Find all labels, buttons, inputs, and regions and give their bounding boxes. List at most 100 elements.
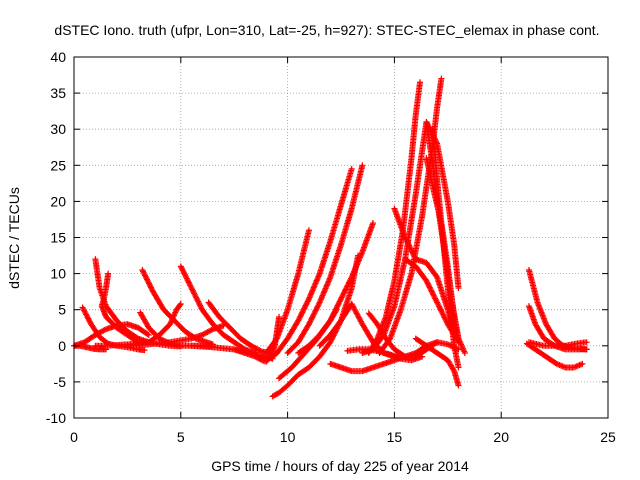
data-point: [411, 253, 418, 260]
data-point: [329, 313, 336, 320]
data-point: [343, 285, 350, 292]
data-point: [297, 312, 304, 319]
data-point: [307, 318, 314, 325]
data-point: [428, 287, 435, 294]
data-point: [328, 314, 335, 321]
y-tick-label: 0: [58, 338, 66, 354]
data-point: [424, 279, 431, 286]
data-point: [197, 302, 204, 309]
data-point: [409, 249, 416, 256]
data-point: [583, 339, 590, 346]
data-point: [429, 290, 436, 297]
data-point: [145, 331, 152, 338]
data-point: [436, 303, 443, 310]
data-point: [433, 273, 440, 280]
data-point: [313, 306, 320, 313]
data-point: [333, 305, 340, 312]
data-point: [346, 279, 353, 286]
data-point: [188, 285, 195, 292]
data-series: [525, 303, 590, 353]
chart-title: dSTEC Iono. truth (ufpr, Lon=310, Lat=-2…: [54, 22, 599, 38]
data-point: [335, 299, 342, 306]
data-point: [336, 298, 343, 305]
data-point: [308, 315, 315, 322]
data-point: [306, 319, 313, 326]
data-point: [142, 273, 149, 280]
data-point: [314, 303, 321, 310]
data-point: [331, 309, 338, 316]
data-point: [428, 288, 435, 295]
data-point: [144, 331, 151, 338]
data-point: [298, 310, 305, 317]
data-point: [340, 291, 347, 298]
data-point: [435, 302, 442, 309]
data-point: [183, 275, 190, 282]
data-point: [344, 283, 351, 290]
data-point: [405, 241, 412, 248]
data-point: [184, 276, 191, 283]
data-point: [307, 317, 314, 324]
data-point: [257, 356, 264, 363]
data-point: [190, 289, 197, 296]
data-point: [295, 316, 302, 323]
data-point: [183, 274, 190, 281]
data-series: [177, 263, 259, 357]
data-point: [359, 162, 366, 169]
data-point: [187, 282, 194, 289]
data-point: [191, 291, 198, 298]
y-tick-label: 30: [50, 121, 66, 137]
data-point: [189, 286, 196, 293]
data-point: [334, 302, 341, 309]
data-point: [340, 290, 347, 297]
data-point: [179, 267, 186, 274]
data-point: [450, 366, 457, 373]
data-point: [309, 314, 316, 321]
data-point: [425, 281, 432, 288]
data-point: [455, 285, 462, 292]
data-point: [330, 310, 337, 317]
data-series: [412, 335, 462, 389]
y-tick-label: 35: [50, 85, 66, 101]
data-point: [301, 303, 308, 310]
data-point: [140, 268, 147, 275]
data-point: [327, 337, 334, 344]
x-tick-label: 5: [177, 429, 185, 445]
data-point: [328, 336, 335, 343]
data-point: [346, 278, 353, 285]
data-point: [310, 311, 317, 318]
data-point: [144, 277, 151, 284]
y-tick-label: 25: [50, 157, 66, 173]
data-series: [525, 339, 590, 349]
y-tick-label: -5: [54, 374, 67, 390]
data-point: [187, 283, 194, 290]
data-point: [406, 243, 413, 250]
data-series: [92, 256, 184, 350]
data-point: [193, 295, 200, 302]
data-point: [442, 317, 449, 324]
data-point: [338, 295, 344, 302]
data-point: [438, 308, 445, 315]
data-point: [400, 352, 407, 359]
data-point: [146, 281, 153, 288]
data-point: [430, 291, 437, 298]
data-point: [185, 278, 192, 285]
data-point: [312, 307, 319, 314]
data-point: [148, 284, 155, 291]
data-point: [432, 295, 439, 302]
grid: [74, 57, 608, 418]
data-point: [276, 313, 283, 320]
data-point: [195, 299, 202, 306]
data-point: [432, 296, 439, 303]
data-point: [441, 314, 448, 321]
data-series: [284, 162, 366, 357]
data-point: [583, 346, 590, 353]
data-point: [327, 316, 334, 323]
data-point: [348, 275, 355, 282]
y-tick-label: 10: [50, 266, 66, 282]
data-point: [408, 248, 415, 255]
data-point: [192, 293, 199, 300]
data-series: [423, 155, 462, 342]
data-point: [315, 302, 322, 309]
data-point: [299, 309, 306, 316]
